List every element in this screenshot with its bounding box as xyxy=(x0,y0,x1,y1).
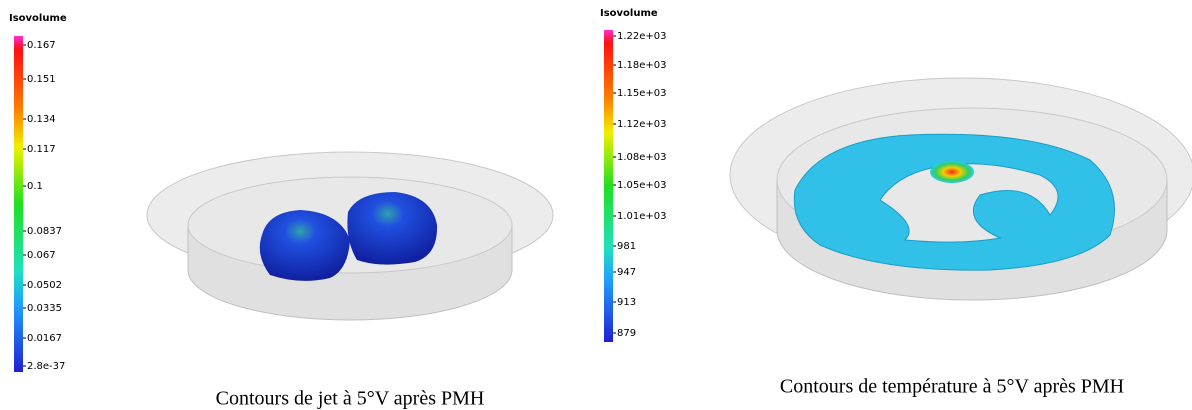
colorbar-label: 913 xyxy=(617,297,636,308)
colorbar-label: 981 xyxy=(617,241,636,252)
colorbar-label: 0.1 xyxy=(27,181,43,192)
colorbar-label: 0.0837 xyxy=(27,226,62,237)
colorbar-label: 0.0167 xyxy=(27,333,62,344)
colorbar-label: 0.167 xyxy=(27,40,56,51)
colorbar-label: 1.18e+03 xyxy=(617,60,667,71)
colorbar-label: 0.0502 xyxy=(27,280,62,291)
colorbar-label: 1.01e+03 xyxy=(617,211,667,222)
colorbar-label: 0.151 xyxy=(27,74,56,85)
caption: Contours de jet à 5°V après PMH xyxy=(216,388,485,410)
colorbar-label: 1.12e+03 xyxy=(617,119,667,130)
colorbar-label: 1.05e+03 xyxy=(617,180,667,191)
colorbar-label: 1.15e+03 xyxy=(617,88,667,99)
legend-title: Isovolume xyxy=(9,13,67,24)
colorbar xyxy=(14,36,23,372)
colorbar-label: 1.08e+03 xyxy=(617,152,667,163)
colorbar-label: 947 xyxy=(617,267,636,278)
colorbar-label: 2.8e-37 xyxy=(27,361,65,372)
legend-title: Isovolume xyxy=(600,8,658,19)
colorbar-label: 879 xyxy=(617,328,636,339)
colorbar-label: 0.067 xyxy=(27,250,56,261)
colorbar xyxy=(604,30,613,342)
right-scene xyxy=(729,77,1192,301)
left-scene xyxy=(146,151,554,321)
caption: Contours de température à 5°V après PMH xyxy=(780,376,1124,398)
colorbar-label: 0.117 xyxy=(27,144,56,155)
colorbar-label: 0.134 xyxy=(27,114,56,125)
colorbar-label: 1.22e+03 xyxy=(617,31,667,42)
colorbar-label: 0.0335 xyxy=(27,303,62,314)
